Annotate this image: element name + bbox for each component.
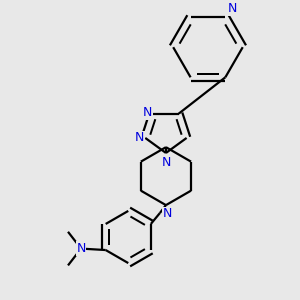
Text: N: N [161,156,171,169]
Text: N: N [228,2,238,15]
Text: N: N [142,106,152,119]
Text: N: N [76,242,86,255]
Text: N: N [163,207,172,220]
Text: N: N [134,131,144,144]
